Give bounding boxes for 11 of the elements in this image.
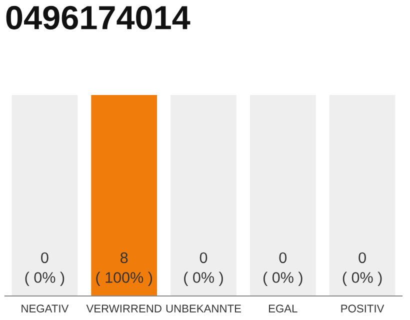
data-label: 0 ( 0% ) xyxy=(184,252,223,286)
chart-title: 0496174014 xyxy=(6,6,190,30)
data-label: 8 ( 100% ) xyxy=(96,252,152,286)
data-label: 0 ( 0% ) xyxy=(25,252,64,286)
x-tick-label: VERWIRREND xyxy=(86,304,162,312)
x-tick-label: UNBEKANNTE xyxy=(166,304,241,312)
data-label: 0 ( 0% ) xyxy=(263,252,302,286)
x-tick-label: POSITIV xyxy=(341,304,384,312)
x-tick-label: NEGATIV xyxy=(22,304,69,312)
data-label: 0 ( 0% ) xyxy=(342,252,382,286)
x-tick-label: EGAL xyxy=(268,304,298,312)
